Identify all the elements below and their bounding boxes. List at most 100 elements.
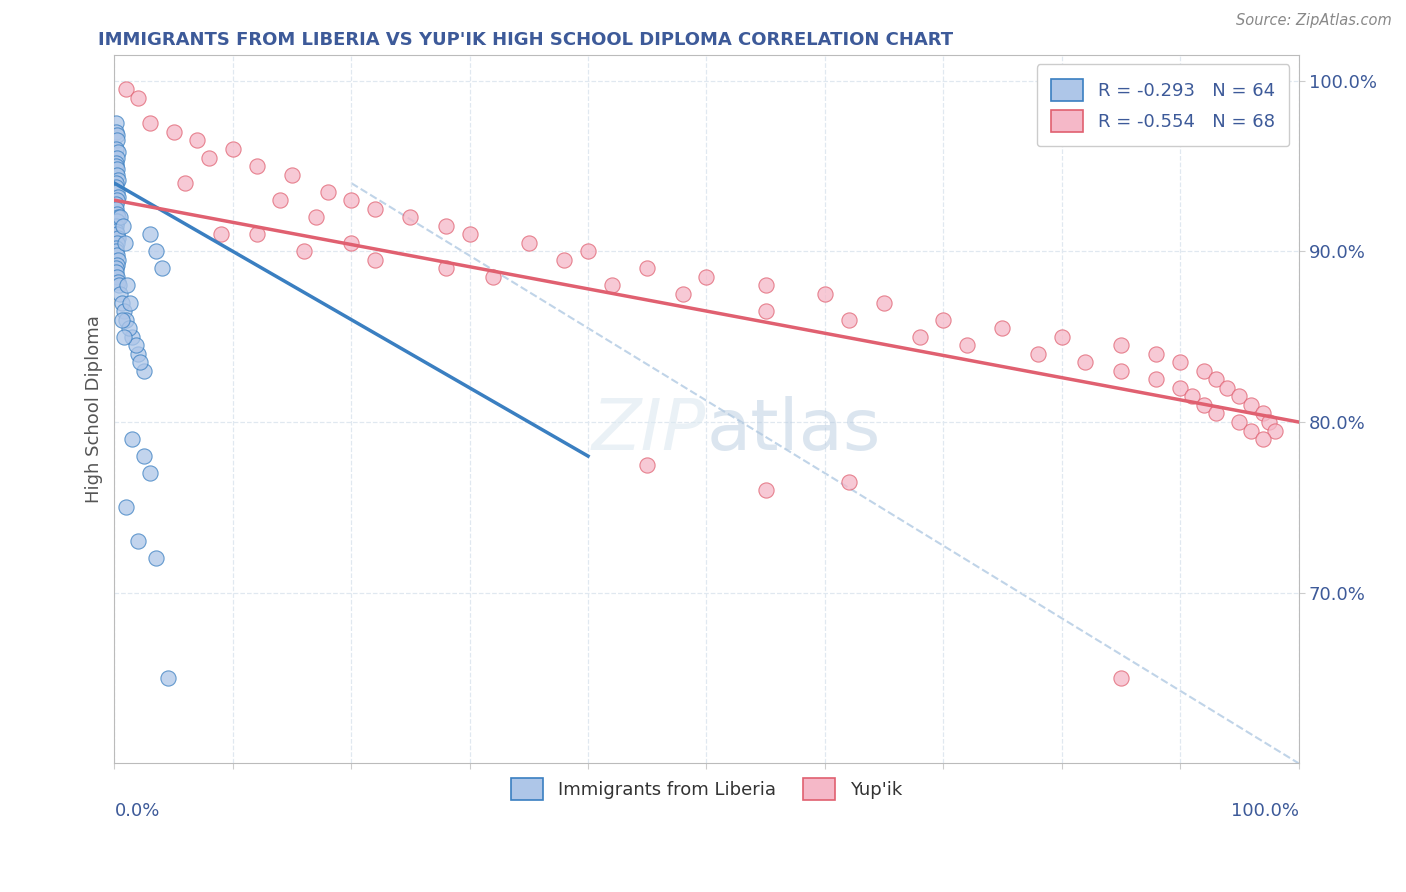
Point bbox=[636, 458, 658, 472]
Point bbox=[105, 227, 128, 242]
Point bbox=[110, 287, 132, 301]
Point bbox=[1192, 398, 1215, 412]
Point bbox=[1251, 432, 1274, 446]
Point bbox=[1216, 381, 1239, 395]
Point bbox=[115, 312, 138, 326]
Point bbox=[107, 252, 129, 267]
Point bbox=[139, 466, 162, 480]
Point bbox=[838, 475, 860, 489]
Text: atlas: atlas bbox=[706, 396, 880, 465]
Point bbox=[112, 329, 135, 343]
Point bbox=[1168, 381, 1191, 395]
Text: 100.0%: 100.0% bbox=[1230, 802, 1299, 820]
Point bbox=[105, 213, 128, 227]
Point bbox=[1251, 407, 1274, 421]
Point bbox=[150, 261, 173, 276]
Point bbox=[107, 145, 129, 160]
Point bbox=[1264, 424, 1286, 438]
Point bbox=[105, 133, 128, 147]
Point bbox=[139, 227, 162, 242]
Point bbox=[105, 155, 128, 169]
Point bbox=[1168, 355, 1191, 369]
Legend: Immigrants from Liberia, Yup'ik: Immigrants from Liberia, Yup'ik bbox=[503, 771, 910, 807]
Point bbox=[105, 168, 128, 182]
Point bbox=[104, 116, 127, 130]
Point bbox=[121, 432, 143, 446]
Point bbox=[105, 128, 128, 143]
Point bbox=[1144, 347, 1167, 361]
Point bbox=[162, 125, 184, 139]
Point bbox=[108, 278, 131, 293]
Point bbox=[755, 483, 778, 498]
Point bbox=[107, 172, 129, 186]
Point bbox=[305, 211, 328, 225]
Point bbox=[105, 151, 128, 165]
Point bbox=[1109, 364, 1132, 378]
Point bbox=[636, 261, 658, 276]
Point bbox=[105, 235, 128, 250]
Point bbox=[104, 142, 127, 156]
Point bbox=[340, 235, 363, 250]
Point bbox=[600, 278, 623, 293]
Text: ZIP: ZIP bbox=[592, 396, 706, 465]
Point bbox=[198, 151, 221, 165]
Point bbox=[1181, 389, 1204, 403]
Text: 0.0%: 0.0% bbox=[114, 802, 160, 820]
Point bbox=[1192, 364, 1215, 378]
Point bbox=[156, 671, 179, 685]
Point bbox=[814, 287, 837, 301]
Point bbox=[105, 269, 128, 284]
Point bbox=[209, 227, 232, 242]
Point bbox=[104, 202, 127, 216]
Point bbox=[269, 193, 291, 207]
Point bbox=[117, 278, 139, 293]
Point bbox=[105, 219, 128, 233]
Point bbox=[110, 312, 132, 326]
Point bbox=[110, 295, 132, 310]
Point bbox=[125, 338, 148, 352]
Point bbox=[104, 265, 127, 279]
Point bbox=[105, 125, 128, 139]
Point bbox=[755, 304, 778, 318]
Point bbox=[340, 193, 363, 207]
Point bbox=[956, 338, 979, 352]
Point bbox=[127, 91, 149, 105]
Point bbox=[121, 329, 143, 343]
Point bbox=[107, 190, 129, 204]
Point bbox=[292, 244, 315, 259]
Point bbox=[1205, 372, 1227, 386]
Text: Source: ZipAtlas.com: Source: ZipAtlas.com bbox=[1236, 13, 1392, 29]
Point bbox=[186, 133, 208, 147]
Point bbox=[1227, 389, 1250, 403]
Point bbox=[115, 82, 138, 96]
Point bbox=[1205, 407, 1227, 421]
Point bbox=[1026, 347, 1049, 361]
Point bbox=[129, 355, 152, 369]
Point bbox=[755, 278, 778, 293]
Point bbox=[1240, 398, 1263, 412]
Point bbox=[132, 364, 155, 378]
Point bbox=[517, 235, 540, 250]
Point bbox=[222, 142, 245, 156]
Point bbox=[107, 211, 129, 225]
Point bbox=[838, 312, 860, 326]
Point bbox=[105, 185, 128, 199]
Point bbox=[114, 235, 136, 250]
Point bbox=[107, 275, 129, 289]
Point bbox=[364, 252, 387, 267]
Point bbox=[105, 248, 128, 262]
Point bbox=[105, 176, 128, 190]
Point bbox=[105, 162, 128, 177]
Point bbox=[127, 534, 149, 549]
Point bbox=[1074, 355, 1097, 369]
Point bbox=[576, 244, 599, 259]
Point bbox=[873, 295, 896, 310]
Point bbox=[245, 227, 267, 242]
Point bbox=[145, 551, 167, 566]
Point bbox=[1109, 671, 1132, 685]
Point bbox=[105, 193, 128, 207]
Point bbox=[1109, 338, 1132, 352]
Point bbox=[908, 329, 931, 343]
Point bbox=[117, 321, 139, 335]
Point bbox=[932, 312, 955, 326]
